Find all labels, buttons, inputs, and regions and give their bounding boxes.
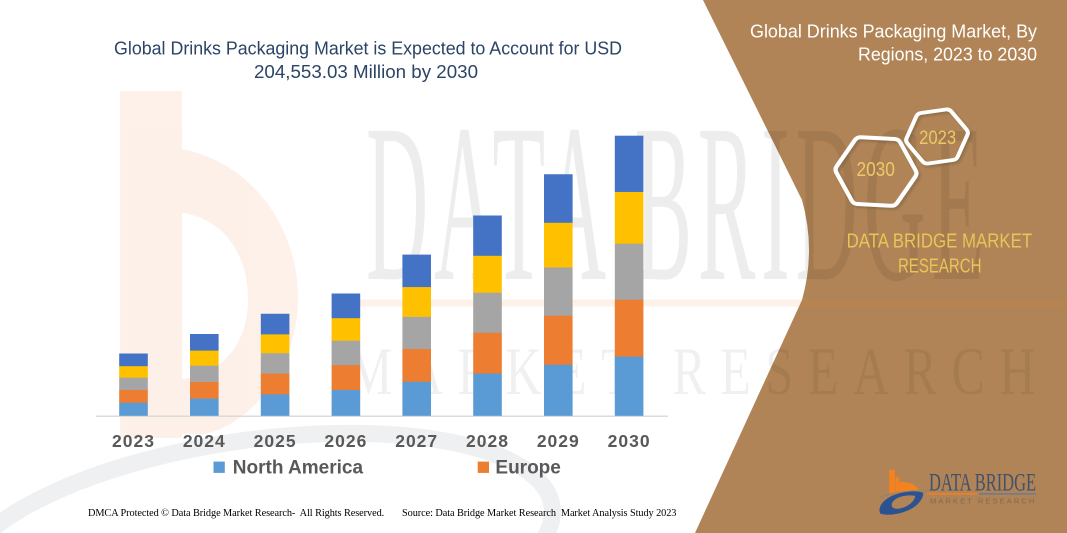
svg-text:North America: North America [233,458,364,479]
svg-text:Global Drinks Packaging Market: Global Drinks Packaging Market, By [750,21,1038,42]
svg-text:Global Drinks Packaging Market: Global Drinks Packaging Market is Expect… [114,38,622,59]
svg-text:2030: 2030 [856,158,895,181]
svg-text:Europe: Europe [495,458,560,479]
svg-text:204,553.03 Million by 2030: 204,553.03 Million by 2030 [254,61,478,82]
svg-text:MARKET RESEARCH: MARKET RESEARCH [930,497,1036,506]
svg-text:DATA BRIDGE MARKET: DATA BRIDGE MARKET [847,230,1033,252]
svg-text:DATA BRIDGE: DATA BRIDGE [929,470,1036,497]
svg-text:2023: 2023 [919,127,956,149]
svg-text:RESEARCH: RESEARCH [898,255,982,277]
svg-text:2025: 2025 [254,431,297,451]
svg-text:2023: 2023 [112,431,155,451]
svg-text:2028: 2028 [466,431,509,451]
svg-text:Regions, 2023 to 2030: Regions, 2023 to 2030 [858,44,1037,65]
svg-text:2027: 2027 [395,431,438,451]
svg-text:MARKET RESEARCH: MARKET RESEARCH [348,333,1050,409]
svg-text:2030: 2030 [608,431,651,451]
svg-text:2026: 2026 [324,431,367,451]
svg-text:2029: 2029 [537,431,580,451]
svg-text:2024: 2024 [183,431,226,451]
